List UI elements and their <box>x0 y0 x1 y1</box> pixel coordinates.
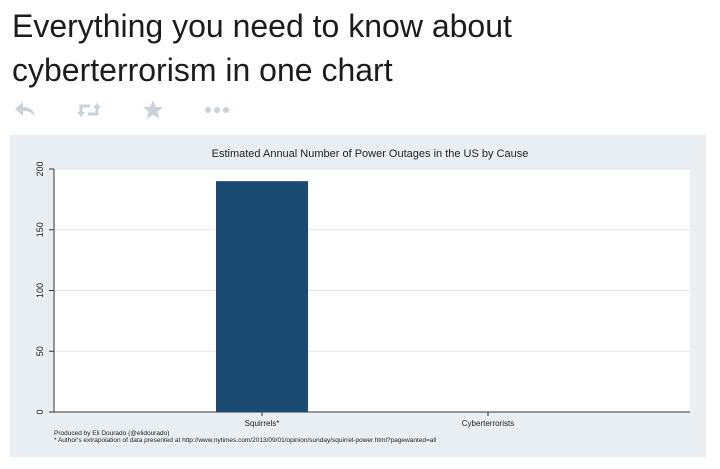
bar-squirrels <box>216 181 308 412</box>
chart: Estimated Annual Number of Power Outages… <box>35 148 690 444</box>
more-dots-icon <box>205 107 229 113</box>
credit-note: Produced by Eli Dourado (@elidourado) <box>54 430 169 437</box>
retweet-icon <box>77 103 101 117</box>
x-tick-label: Squirrels* <box>245 419 280 428</box>
tweet-text: Everything you need to know about cybert… <box>12 8 512 88</box>
y-tick-label: 100 <box>35 283 45 298</box>
retweet-button[interactable] <box>76 97 102 123</box>
chart-card: Estimated Annual Number of Power Outages… <box>10 135 706 457</box>
y-tick-label: 150 <box>35 222 45 237</box>
y-tick-label: 0 <box>35 409 45 414</box>
y-tick-label: 50 <box>35 346 45 356</box>
source-footnote: * Author's extrapolation of data present… <box>54 437 437 444</box>
favorite-button[interactable] <box>140 97 166 123</box>
star-icon <box>143 100 163 119</box>
reply-button[interactable] <box>12 97 38 123</box>
reply-icon <box>15 102 35 117</box>
more-button[interactable] <box>204 97 230 123</box>
tweet-actions <box>12 96 268 124</box>
x-tick-label: Cyberterrorists <box>462 419 514 428</box>
y-tick-label: 200 <box>35 161 45 176</box>
chart-title: Estimated Annual Number of Power Outages… <box>212 148 529 160</box>
